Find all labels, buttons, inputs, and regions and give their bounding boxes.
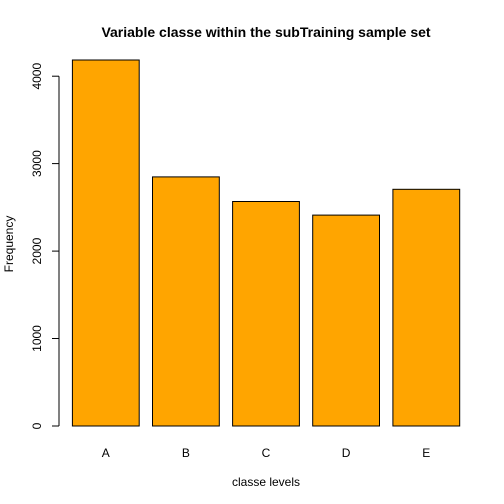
bar-c [232,201,300,427]
chart-title: Variable classe within the subTraining s… [101,24,430,40]
x-tick-label-c: C [262,446,271,460]
y-tick-label-0: 0 [30,422,44,429]
x-axis-label: classe levels [232,475,300,489]
x-tick-label-d: D [342,446,351,460]
bar-d [312,214,381,427]
bar-e [392,188,461,427]
bar-a [71,59,140,427]
y-axis-label: Frequency [2,216,16,273]
x-tick-labels: A B C D E [102,446,431,460]
x-tick-label-b: B [182,446,190,460]
bar-b [152,176,220,427]
bars-group [71,59,461,427]
y-tick-label-1000: 1000 [30,325,44,352]
y-tick-label-2000: 2000 [30,237,44,264]
x-tick-label-e: E [422,446,430,460]
x-tick-label-a: A [102,446,110,460]
y-axis: 0 1000 2000 3000 4000 [30,63,60,429]
y-tick-label-4000: 4000 [30,63,44,90]
y-tick-label-3000: 3000 [30,150,44,177]
